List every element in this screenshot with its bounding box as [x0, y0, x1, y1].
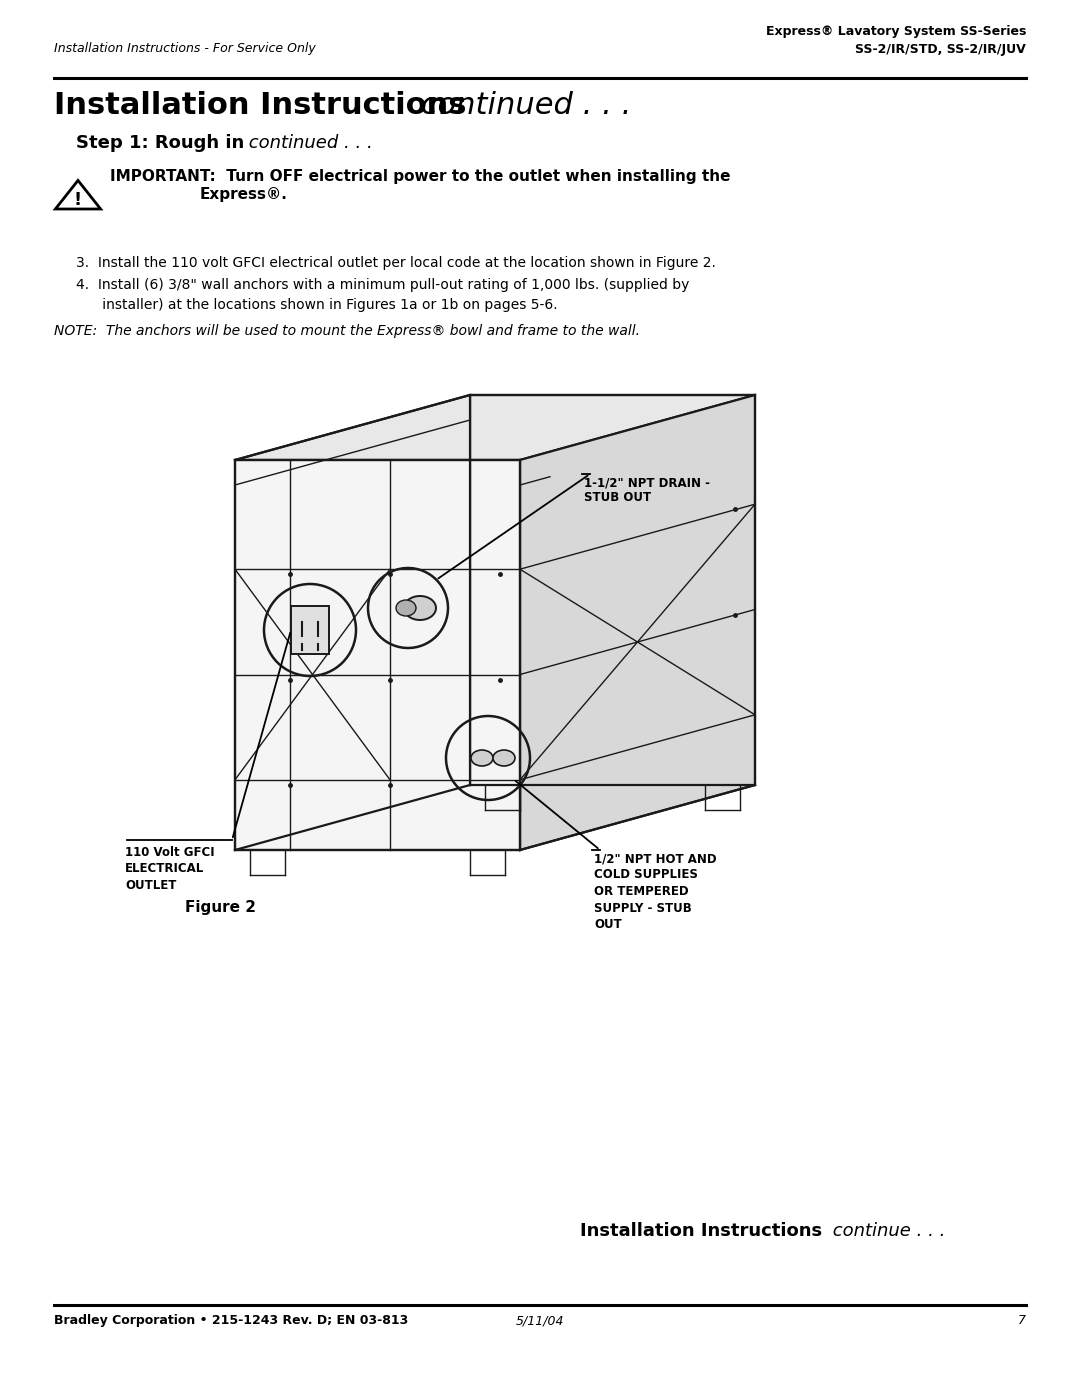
Text: Installation Instructions: Installation Instructions — [580, 1222, 822, 1241]
Text: Express®.: Express®. — [200, 187, 288, 203]
Ellipse shape — [396, 599, 416, 616]
Text: 3.  Install the 110 volt GFCI electrical outlet per local code at the location s: 3. Install the 110 volt GFCI electrical … — [76, 256, 716, 270]
Bar — [291, 606, 329, 654]
Text: continue . . .: continue . . . — [827, 1222, 945, 1241]
Polygon shape — [235, 395, 755, 460]
Text: SS-2/IR/STD, SS-2/IR/JUV: SS-2/IR/STD, SS-2/IR/JUV — [855, 43, 1026, 56]
Text: 4.  Install (6) 3/8" wall anchors with a minimum pull-out rating of 1,000 lbs. (: 4. Install (6) 3/8" wall anchors with a … — [76, 278, 689, 292]
Text: continued . . .: continued . . . — [411, 91, 632, 120]
Ellipse shape — [492, 750, 515, 766]
Text: 5/11/04: 5/11/04 — [516, 1315, 564, 1327]
Text: installer) at the locations shown in Figures 1a or 1b on pages 5-6.: installer) at the locations shown in Fig… — [76, 298, 557, 312]
Text: 110 Volt GFCI
ELECTRICAL
OUTLET: 110 Volt GFCI ELECTRICAL OUTLET — [125, 847, 215, 893]
Text: continued . . .: continued . . . — [243, 134, 373, 152]
Text: 7: 7 — [1018, 1315, 1026, 1327]
Text: 1/2" NPT HOT AND
COLD SUPPLIES
OR TEMPERED
SUPPLY - STUB
OUT: 1/2" NPT HOT AND COLD SUPPLIES OR TEMPER… — [594, 852, 717, 930]
Text: Step 1: Rough in: Step 1: Rough in — [76, 134, 244, 152]
Polygon shape — [55, 180, 100, 210]
Text: IMPORTANT:  Turn OFF electrical power to the outlet when installing the: IMPORTANT: Turn OFF electrical power to … — [110, 169, 730, 184]
Text: NOTE:  The anchors will be used to mount the Express® bowl and frame to the wall: NOTE: The anchors will be used to mount … — [54, 324, 640, 338]
Text: Bradley Corporation • 215-1243 Rev. D; EN 03-813: Bradley Corporation • 215-1243 Rev. D; E… — [54, 1315, 408, 1327]
Text: Installation Instructions: Installation Instructions — [54, 91, 467, 120]
Ellipse shape — [404, 597, 436, 620]
Ellipse shape — [471, 750, 492, 766]
Text: 1-1/2" NPT DRAIN -
STUB OUT: 1-1/2" NPT DRAIN - STUB OUT — [584, 476, 710, 504]
Polygon shape — [235, 460, 519, 849]
Text: Express® Lavatory System SS-Series: Express® Lavatory System SS-Series — [766, 25, 1026, 38]
Text: Figure 2: Figure 2 — [185, 900, 256, 915]
Text: !: ! — [73, 191, 82, 210]
Text: Installation Instructions - For Service Only: Installation Instructions - For Service … — [54, 42, 315, 54]
Polygon shape — [519, 395, 755, 849]
